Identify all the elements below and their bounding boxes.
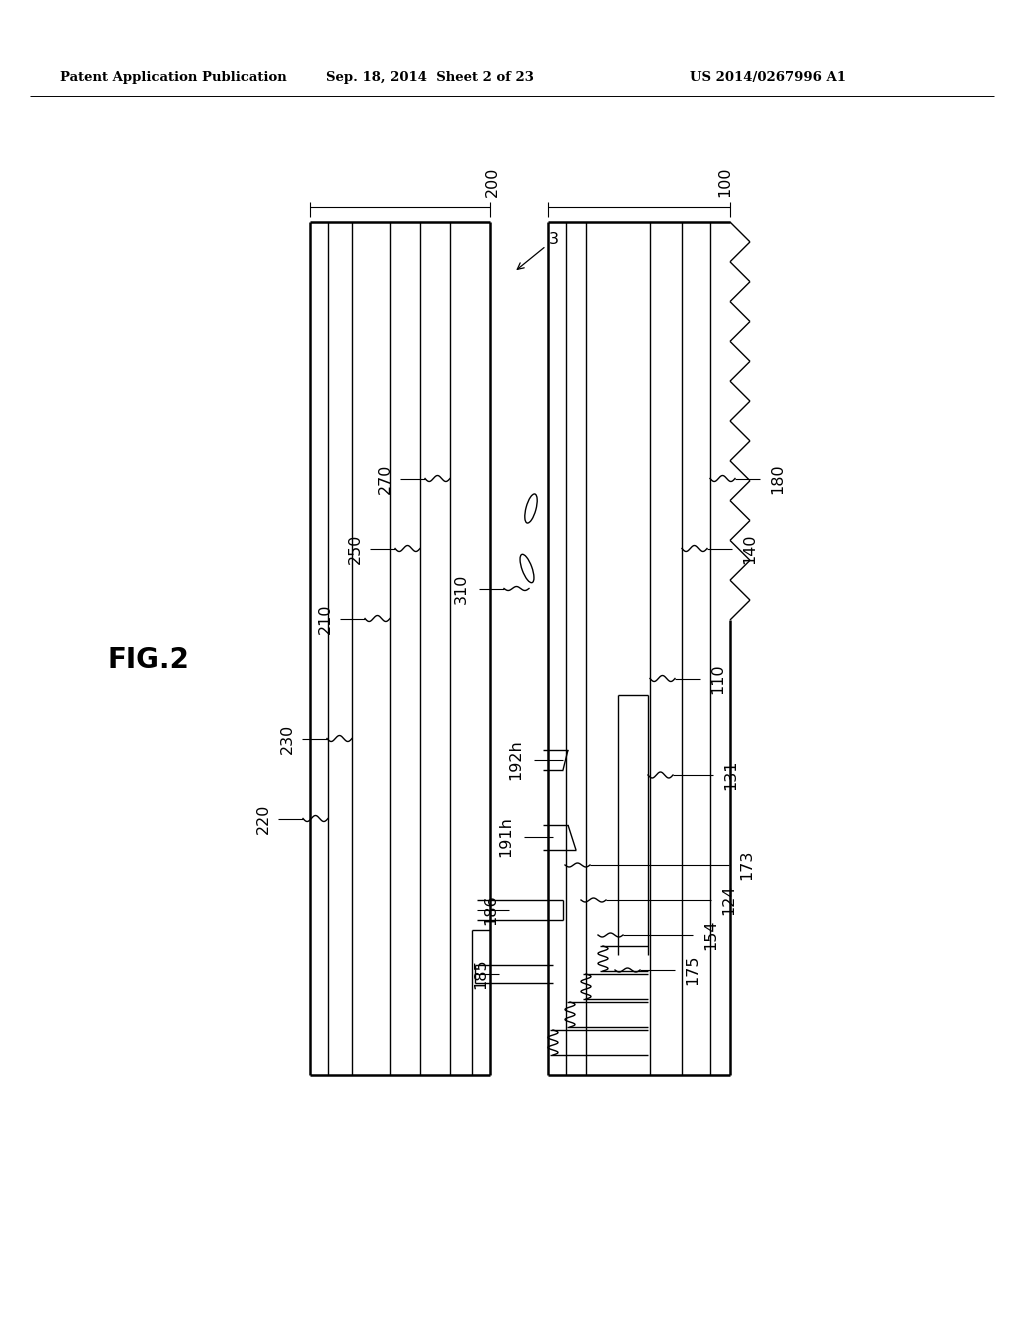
Text: 131: 131 — [724, 760, 738, 791]
Text: 180: 180 — [770, 463, 785, 494]
Text: 124: 124 — [722, 884, 736, 915]
Text: 3: 3 — [517, 232, 559, 269]
Text: 186: 186 — [483, 895, 499, 925]
Text: 110: 110 — [711, 663, 725, 694]
Text: 173: 173 — [739, 850, 755, 880]
Text: 154: 154 — [703, 920, 719, 950]
Text: 220: 220 — [256, 804, 270, 834]
Ellipse shape — [525, 494, 538, 523]
Text: 185: 185 — [473, 958, 488, 989]
Text: Patent Application Publication: Patent Application Publication — [60, 71, 287, 84]
Text: 210: 210 — [317, 603, 333, 634]
Text: 250: 250 — [347, 533, 362, 564]
Text: 100: 100 — [718, 166, 732, 197]
Text: 310: 310 — [454, 573, 469, 603]
Text: 191h: 191h — [499, 817, 513, 858]
Text: 192h: 192h — [509, 739, 523, 780]
Text: 140: 140 — [742, 533, 758, 564]
Text: 175: 175 — [685, 954, 700, 985]
Text: 270: 270 — [378, 463, 392, 494]
Text: FIG.2: FIG.2 — [108, 645, 189, 675]
Text: Sep. 18, 2014  Sheet 2 of 23: Sep. 18, 2014 Sheet 2 of 23 — [326, 71, 534, 84]
Text: 200: 200 — [484, 166, 500, 197]
Text: 230: 230 — [280, 723, 295, 754]
Ellipse shape — [520, 554, 534, 582]
Text: US 2014/0267996 A1: US 2014/0267996 A1 — [690, 71, 846, 84]
